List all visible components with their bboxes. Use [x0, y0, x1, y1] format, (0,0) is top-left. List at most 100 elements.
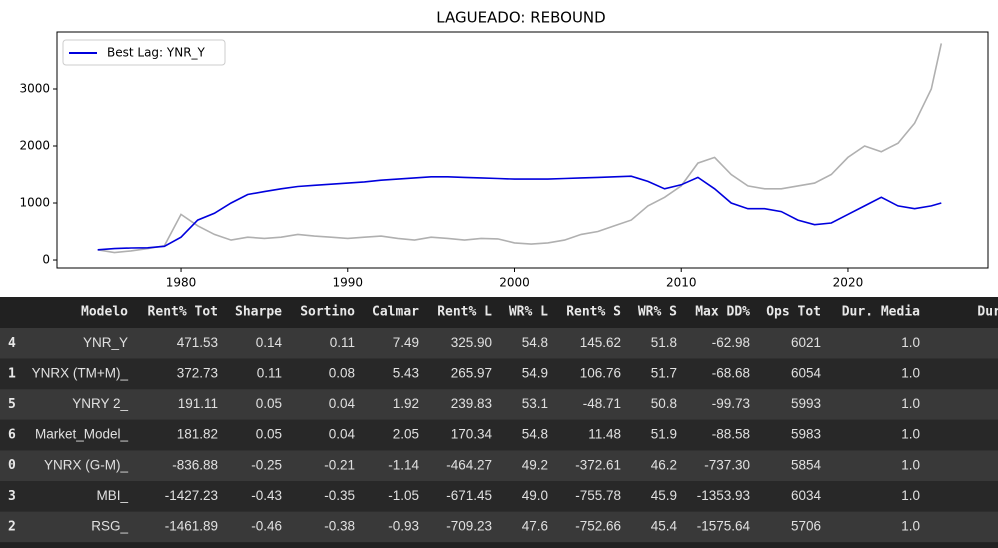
table-cell: 46.2 [651, 457, 677, 472]
column-header: Rent% Tot [148, 305, 218, 320]
table-cell: -755.78 [575, 488, 621, 503]
table-cell: 5854 [791, 457, 822, 472]
row-index: 2 [8, 519, 16, 534]
table-cell: 53.1 [522, 396, 548, 411]
table-cell: 1.0 [901, 457, 920, 472]
table-cell: YNRX (G-M)_ [44, 457, 128, 472]
table-cell: 1.0 [901, 518, 920, 533]
table-cell: MBI_ [96, 488, 128, 503]
table-cell: 6054 [791, 365, 822, 380]
chart-title: LAGUEADO: REBOUND [436, 9, 605, 27]
table-cell: -0.46 [251, 518, 282, 533]
row-index: 3 [8, 489, 16, 504]
column-header: Sharpe [235, 305, 282, 320]
table-cell: 145.62 [580, 335, 621, 350]
table-cell: 0.04 [329, 427, 356, 442]
table-cell: 47.6 [522, 518, 548, 533]
table-cell: 1.0 [901, 335, 920, 350]
table-cell: -1461.89 [165, 518, 218, 533]
table-cell: 49.2 [522, 457, 548, 472]
table-cell: 325.90 [451, 335, 492, 350]
column-header: WR% L [509, 305, 548, 320]
table-cell: -464.27 [446, 457, 492, 472]
column-header: WR% S [638, 305, 677, 320]
table-cell: 181.82 [177, 427, 218, 442]
table-cell: 6034 [791, 488, 822, 503]
table-cell: RSG_ [91, 518, 128, 533]
table-cell: -836.88 [172, 457, 218, 472]
legend-box [62, 39, 226, 66]
table-row [0, 511, 998, 543]
table-cell: 1.0 [901, 427, 920, 442]
x-tick-label: 2010 [666, 276, 697, 290]
table-cell: 0.11 [257, 365, 282, 380]
table-cell: 6021 [791, 335, 821, 350]
table-cell: 5706 [791, 518, 821, 533]
table-cell: 191.11 [178, 396, 218, 411]
table-row [0, 481, 998, 512]
table-cell: -0.38 [324, 518, 355, 533]
table-cell: 54.9 [522, 365, 548, 380]
table-cell: 0.14 [256, 335, 283, 350]
table-cell: -671.45 [446, 488, 492, 503]
table-cell: 1.0 [901, 365, 920, 380]
table-cell: Market_Model_ [35, 427, 129, 442]
legend-label: Best Lag: YNR_Y [107, 46, 206, 60]
table-cell: -737.30 [704, 457, 750, 472]
table-cell: 50.8 [651, 396, 677, 411]
table-cell: 265.97 [451, 365, 492, 380]
column-header: Rent% S [566, 305, 621, 320]
table-cell: -88.58 [712, 427, 750, 442]
table-cell: -0.43 [251, 488, 282, 503]
table-cell: YNRY 2_ [72, 396, 128, 411]
table-cell: 51.7 [651, 365, 677, 380]
y-tick-label: 3000 [19, 82, 50, 96]
table-cell: -0.35 [324, 488, 355, 503]
column-header: Dur. Media [842, 305, 920, 320]
table-cell: -62.98 [712, 335, 750, 350]
table-row [0, 358, 998, 390]
table-cell: 1.0 [901, 396, 920, 411]
column-header: Ops Tot [766, 305, 821, 320]
table-cell: 372.73 [177, 365, 218, 380]
x-tick-label: 2000 [499, 276, 530, 290]
table-cell: -0.21 [324, 457, 355, 472]
table-cell: 45.9 [651, 488, 677, 503]
table-cell: -709.23 [446, 518, 492, 533]
table-cell: 5993 [791, 396, 821, 411]
table-cell: 0.05 [256, 396, 282, 411]
table-cell: 7.49 [393, 335, 419, 350]
table-cell: 2.05 [393, 427, 419, 442]
column-header: Modelo [81, 305, 128, 320]
table-cell: YNR_Y [83, 335, 128, 350]
table-row [0, 450, 998, 481]
y-tick-label: 0 [42, 253, 50, 267]
table-row [0, 328, 998, 359]
table-cell: 54.8 [522, 427, 548, 442]
row-index: 5 [8, 397, 16, 412]
table-cell: 0.05 [256, 427, 282, 442]
table-row [0, 389, 998, 420]
table-cell: -99.73 [712, 396, 750, 411]
plot-frame [56, 31, 989, 269]
table-cell: 45.4 [651, 518, 678, 533]
table-cell: -48.71 [583, 396, 621, 411]
table-cell: 11.48 [588, 427, 621, 442]
series-line [97, 43, 943, 254]
table-cell: 5983 [791, 427, 821, 442]
table-cell: -1.14 [388, 457, 419, 472]
table-cell: 0.08 [329, 365, 355, 380]
table-cell: YNRX (TM+M)_ [32, 365, 129, 380]
table-cell: 471.53 [177, 335, 218, 350]
y-tick-label: 1000 [19, 196, 50, 210]
y-tick-label: 2000 [19, 139, 50, 153]
table-cell: -0.25 [251, 457, 282, 472]
x-tick-label: 2020 [833, 276, 864, 290]
table-cell: -372.61 [575, 457, 621, 472]
column-header: Max DD% [695, 305, 750, 320]
table-cell: 51.9 [651, 427, 677, 442]
column-header: Dur. Máx [977, 305, 998, 320]
row-index: 4 [8, 336, 16, 351]
table-cell: -1.05 [388, 488, 419, 503]
